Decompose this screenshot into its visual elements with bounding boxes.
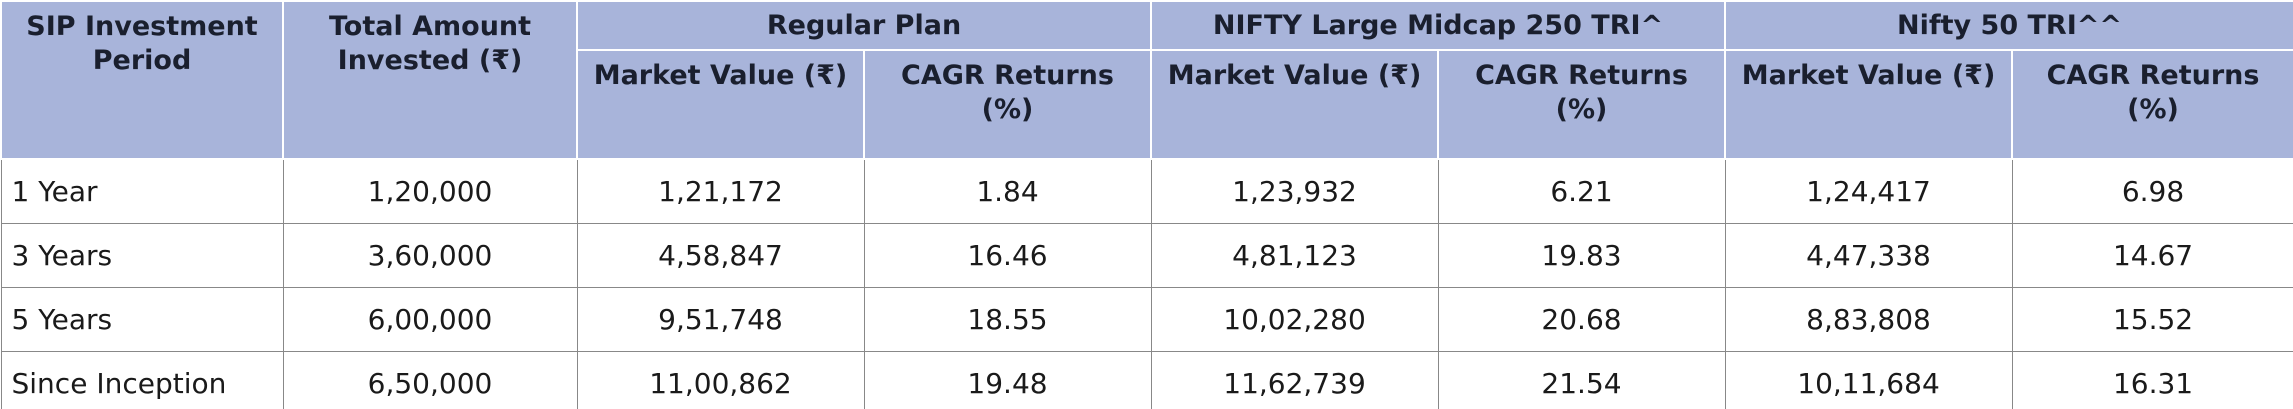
data-cell: 4,58,847 (576, 223, 865, 288)
data-cell: 10,11,684 (1724, 351, 2013, 409)
data-cell: 16.46 (863, 223, 1152, 288)
data-cell: 1,21,172 (576, 159, 865, 224)
data-cell: 16.31 (2011, 351, 2293, 409)
data-cell: 4,47,338 (1724, 223, 2013, 288)
subheader-row: Market Value (₹) CAGR Returns (%) Market V… (1, 49, 2293, 160)
group-header: Nifty 50 TRI^^ (1724, 0, 2293, 51)
subheader-cell: CAGR Returns (%) (862, 49, 1153, 160)
data-cell: 1 Year (0, 159, 284, 224)
data-row: 5 Years 6,00,000 9,51,748 18.55 10,02,280 20.… (0, 287, 2293, 352)
data-cell: 6.98 (2011, 159, 2293, 224)
data-cell: 14.67 (2011, 223, 2293, 288)
data-cell: 4,81,123 (1150, 223, 1439, 288)
header-row: SIP Investment Period Total Amount Inves… (0, 0, 2293, 160)
data-cell: 1,20,000 (282, 159, 578, 224)
data-cell: 15.52 (2011, 287, 2293, 352)
data-row: 3 Years 3,60,000 4,58,847 16.46 4,81,123 19.8… (0, 223, 2293, 288)
data-cell: 19.48 (863, 351, 1152, 409)
data-cell: 3,60,000 (282, 223, 578, 288)
data-cell: 6.21 (1437, 159, 1726, 224)
data-row: 1 Year 1,20,000 1,21,172 1.84 1,23,932 6.21 1,… (0, 159, 2293, 224)
data-cell: 11,62,739 (1150, 351, 1439, 409)
data-cell: 1,24,417 (1724, 159, 2013, 224)
data-cell: 6,50,000 (282, 351, 578, 409)
data-cell: 19.83 (1437, 223, 1726, 288)
data-cell: 1.84 (863, 159, 1152, 224)
data-cell: 18.55 (863, 287, 1152, 352)
data-cell: 6,00,000 (282, 287, 578, 352)
group-header: NIFTY Large Midcap 250 TRI^ (1150, 0, 1727, 51)
data-cell: 11,00,862 (576, 351, 865, 409)
data-cell: 5 Years (0, 287, 284, 352)
subheader-cell: Market Value (₹) (576, 49, 865, 160)
data-cell: 10,02,280 (1150, 287, 1439, 352)
header-cell: SIP Investment Period (0, 0, 284, 160)
subheader-cell: CAGR Returns (%) (1437, 49, 1727, 160)
data-cell: 20.68 (1437, 287, 1726, 352)
header-cell: Total Amount Invested (₹) (282, 0, 578, 160)
subheader-cell: CAGR Returns (%) (2011, 49, 2293, 160)
data-cell: 1,23,932 (1150, 159, 1439, 224)
data-cell: 21.54 (1437, 351, 1726, 409)
data-cell: 3 Years (0, 223, 284, 288)
subheader-cell: Market Value (₹) (1150, 49, 1440, 160)
subheader-cell: Market Value (₹) (1724, 49, 2014, 160)
data-cell: Since Inception (0, 351, 284, 409)
data-cell: 9,51,748 (576, 287, 865, 352)
group-header: Regular Plan (575, 0, 1153, 51)
data-cell: 8,83,808 (1724, 287, 2013, 352)
data-row: Since Inception 6,50,000 11,00,862 19.48 11,… (0, 351, 2293, 409)
table-body: 1 Year 1,20,000 1,21,172 1.84 1,23,932 6.21 1,… (0, 159, 2293, 409)
